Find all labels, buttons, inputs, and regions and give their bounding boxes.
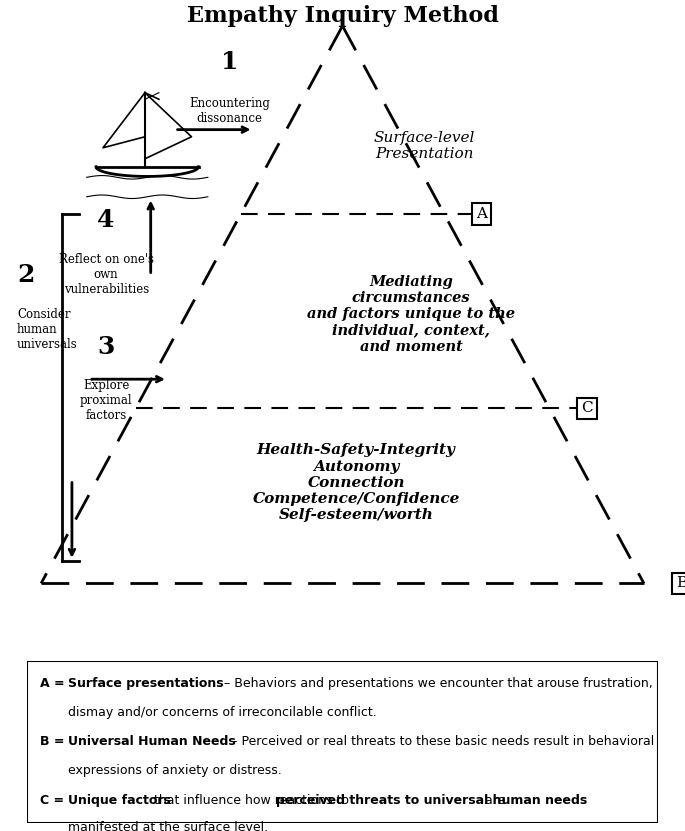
Text: B =: B = <box>40 735 69 748</box>
Text: dismay and/or concerns of irreconcilable conflict.: dismay and/or concerns of irreconcilable… <box>68 706 377 719</box>
Text: perceived threats to universal human needs: perceived threats to universal human nee… <box>276 794 588 807</box>
Text: 4: 4 <box>97 209 115 233</box>
Text: Reflect on one's
own
vulnerabilities: Reflect on one's own vulnerabilities <box>59 253 153 296</box>
Text: A =: A = <box>40 676 69 690</box>
Text: 1: 1 <box>221 50 238 74</box>
Text: Health-Safety-Integrity
Autonomy
Connection
Competence/Confidence
Self-esteem/wo: Health-Safety-Integrity Autonomy Connect… <box>253 444 460 523</box>
Text: Consider
human
universals: Consider human universals <box>17 307 78 351</box>
Text: B: B <box>676 577 685 590</box>
Text: Empathy Inquiry Method: Empathy Inquiry Method <box>186 5 499 27</box>
Text: A: A <box>476 207 487 221</box>
Text: Explore
proximal
factors: Explore proximal factors <box>80 379 132 422</box>
Text: - Perceived or real threats to these basic needs result in behavioral: - Perceived or real threats to these bas… <box>229 735 654 748</box>
Text: Surface-level
Presentation: Surface-level Presentation <box>374 130 475 161</box>
Text: C =: C = <box>40 794 68 807</box>
FancyBboxPatch shape <box>27 661 658 823</box>
Text: 2: 2 <box>17 263 34 288</box>
Text: Unique factors: Unique factors <box>68 794 171 807</box>
Text: 3: 3 <box>97 335 115 359</box>
Text: expressions of anxiety or distress.: expressions of anxiety or distress. <box>68 765 282 777</box>
Text: are: are <box>481 794 506 807</box>
Text: that influence how reactions to: that influence how reactions to <box>150 794 353 807</box>
Text: C: C <box>581 401 593 416</box>
Text: Mediating
circumstances
and factors unique to the
individual, context,
and momen: Mediating circumstances and factors uniq… <box>307 275 515 354</box>
Text: – Behaviors and presentations we encounter that arouse frustration,: – Behaviors and presentations we encount… <box>220 676 652 690</box>
Text: Encountering
dissonance: Encountering dissonance <box>189 97 270 125</box>
Text: manifested at the surface level.: manifested at the surface level. <box>68 821 269 831</box>
Text: Universal Human Needs: Universal Human Needs <box>68 735 236 748</box>
Text: Surface presentations: Surface presentations <box>68 676 224 690</box>
